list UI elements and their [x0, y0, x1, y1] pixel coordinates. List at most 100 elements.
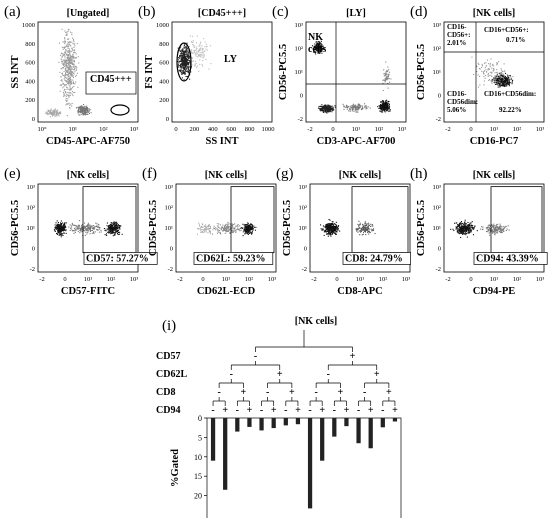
panel-label: (b) — [138, 4, 156, 20]
y-tick-label: 600 — [25, 60, 35, 67]
y-tick-label: 5 — [198, 433, 202, 442]
x-tick-label: 0 — [469, 126, 472, 133]
panel-label: (g) — [276, 166, 294, 182]
plot-frame — [305, 21, 407, 123]
x-tick-label: 10² — [379, 276, 388, 283]
x-tick-label: -2 — [445, 276, 450, 283]
annotation: CD56dim: — [447, 98, 478, 106]
y-tick-label: 0 — [32, 116, 35, 123]
gate-ellipse — [110, 104, 130, 116]
bar — [392, 418, 398, 422]
y-tick-label: 10³ — [433, 22, 442, 29]
gate-rect — [230, 186, 275, 254]
y-tick-label: 400 — [159, 78, 169, 85]
x-tick-label: 0 — [335, 276, 338, 283]
scatter-events — [320, 218, 376, 237]
panel-g: (g) [NK cells] CD8: 24.79% 10³ 10² 10¹ 0 -2 -2 0 1… — [276, 166, 411, 297]
tree-sign-minus: - — [230, 369, 233, 380]
tree-sign-minus: - — [357, 405, 360, 416]
x-tick-label: 10³ — [402, 276, 411, 283]
tree-row-label: CD8 — [156, 387, 175, 398]
x-tick-label: 10³ — [130, 126, 139, 133]
bar — [344, 418, 349, 427]
x-tick-label: -2 — [39, 276, 44, 283]
bar — [259, 418, 264, 431]
tree-sign-minus: - — [327, 369, 330, 380]
x-tick-label: 1000 — [262, 126, 275, 133]
scatter-events — [45, 28, 92, 118]
y-tick-label: -2 — [168, 266, 173, 273]
y-tick-label: 10² — [165, 205, 174, 212]
y-tick-label: 0 — [166, 116, 169, 123]
tree-sign-plus: + — [350, 351, 356, 362]
annotation: 92.22% — [499, 106, 522, 114]
bar — [235, 418, 240, 432]
tree-sign-minus: - — [254, 351, 257, 362]
tree-row-label: CD62L — [156, 369, 187, 380]
y-tick-label: 0 — [304, 246, 307, 253]
plot-frame — [175, 183, 277, 273]
x-tick-label: -2 — [311, 276, 316, 283]
x-tick-label: 10¹ — [352, 126, 361, 133]
gate-rect — [490, 186, 543, 254]
x-axis-label: CD16-PC7 — [470, 136, 518, 147]
tree-sign-minus: - — [314, 387, 317, 398]
x-axis-label: CD45-APC-AF750 — [46, 136, 130, 147]
x-tick-label: 10¹ — [490, 276, 499, 283]
annotation: CD62L: 59.23% — [196, 253, 265, 264]
y-axis-label: CD56-PC5.5 — [416, 44, 427, 100]
tree-sign-plus: + — [368, 405, 374, 416]
bar — [271, 418, 276, 429]
annotation: cells — [308, 44, 326, 55]
y-axis-label: CD56-PC5.5 — [416, 200, 427, 256]
bar — [332, 418, 337, 437]
x-tick-label: 0 — [201, 276, 204, 283]
x-tick-label: 400 — [208, 126, 218, 133]
tree-sign-minus: - — [266, 387, 269, 398]
x-tick-label: 10² — [107, 276, 116, 283]
x-tick-label: 10¹ — [84, 276, 93, 283]
gate-title: [NK cells] — [67, 170, 110, 181]
y-tick-label: 10¹ — [27, 225, 36, 232]
tree-sign-plus: + — [222, 405, 228, 416]
gate-box — [85, 71, 137, 95]
x-tick-label: 0 — [469, 276, 472, 283]
y-tick-label: 10³ — [433, 184, 442, 191]
x-tick-label: 10° — [37, 126, 47, 133]
y-tick-label: 800 — [159, 41, 169, 48]
plot-frame — [443, 183, 545, 273]
tree-sign-plus: + — [271, 405, 277, 416]
y-tick-label: 600 — [159, 60, 169, 67]
y-tick-label: 10² — [299, 205, 308, 212]
y-tick-label: 10¹ — [165, 225, 174, 232]
y-tick-label: 20 — [194, 492, 202, 501]
annotation: CD16- — [447, 90, 467, 98]
gate-title: [NK cells] — [473, 170, 516, 181]
annotation-box — [342, 252, 411, 265]
y-tick-label: 10² — [433, 46, 442, 53]
tree-row-label: CD57 — [156, 351, 180, 362]
y-axis-label: CD56-PC5.5 — [148, 200, 159, 256]
annotation: 2.01% — [447, 39, 466, 47]
x-tick-label: 0 — [331, 126, 334, 133]
bar — [320, 418, 325, 461]
y-tick-label: 10² — [295, 46, 304, 53]
x-tick-label: 10¹ — [356, 276, 365, 283]
tree-sign-plus: + — [277, 369, 283, 380]
y-tick-label: 0 — [32, 246, 35, 253]
annotation: CD16+CD56dim: — [484, 90, 536, 98]
x-tick-label: 10¹ — [68, 126, 77, 133]
panel-label: (a) — [4, 4, 21, 20]
x-tick-label: -2 — [445, 126, 450, 133]
bar — [368, 418, 373, 449]
x-tick-label: 600 — [226, 126, 236, 133]
gate-title: [NK cells] — [339, 170, 382, 181]
x-axis-label: CD62L-ECD — [197, 286, 256, 297]
y-axis-label: FS INT — [144, 55, 155, 89]
y-tick-label: 10¹ — [299, 225, 308, 232]
x-tick-label: 800 — [245, 126, 255, 133]
gate-rect — [82, 186, 137, 254]
y-tick-label: 15 — [194, 472, 202, 481]
y-tick-label: -2 — [436, 266, 441, 273]
tree-sign-plus: + — [392, 405, 398, 416]
